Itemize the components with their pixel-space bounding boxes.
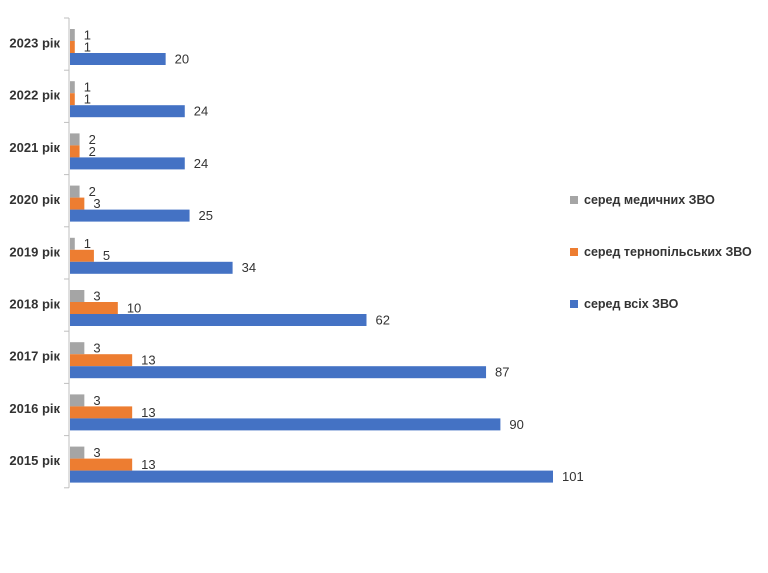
- bar-серед-тернопільських-ЗВО-2016-рік: [70, 406, 133, 419]
- data-label-серед-всіх-ЗВО-2015-рік: 101: [562, 469, 584, 484]
- data-label-серед-тернопільських-ЗВО-2022-рік: 1: [84, 92, 91, 107]
- bar-серед-всіх-ЗВО-2022-рік: [70, 105, 185, 118]
- bar-серед-тернопільських-ЗВО-2015-рік: [70, 458, 133, 471]
- bar-серед-всіх-ЗВО-2019-рік: [70, 261, 233, 274]
- bar-серед-тернопільських-ЗВО-2019-рік: [70, 249, 94, 262]
- data-label-серед-медичних-ЗВО-2020-рік: 2: [89, 184, 96, 199]
- data-label-серед-всіх-ЗВО-2020-рік: 25: [199, 208, 213, 223]
- data-label-серед-медичних-ЗВО-2021-рік: 2: [89, 132, 96, 147]
- data-label-серед-всіх-ЗВО-2018-рік: 62: [375, 312, 389, 327]
- data-label-серед-медичних-ЗВО-2022-рік: 1: [84, 80, 91, 95]
- data-label-серед-всіх-ЗВО-2019-рік: 34: [242, 260, 256, 275]
- data-label-серед-тернопільських-ЗВО-2021-рік: 2: [89, 144, 96, 159]
- category-label-2022-рік: 2022 рік: [9, 88, 60, 103]
- bar-серед-всіх-ЗВО-2015-рік: [70, 470, 553, 483]
- bar-серед-медичних-ЗВО-2021-рік: [70, 133, 80, 146]
- legend-swatch-medical: [570, 196, 578, 204]
- bar-серед-медичних-ЗВО-2017-рік: [70, 342, 85, 355]
- bars: [70, 29, 553, 483]
- bar-серед-тернопільських-ЗВО-2018-рік: [70, 302, 118, 314]
- data-label-серед-медичних-ЗВО-2016-рік: 3: [93, 393, 100, 408]
- bar-серед-тернопільських-ЗВО-2021-рік: [70, 145, 80, 158]
- legend-swatch-all: [570, 300, 578, 308]
- data-label-серед-медичних-ЗВО-2023-рік: 1: [84, 27, 91, 42]
- category-label-2020-рік: 2020 рік: [9, 192, 60, 207]
- bar-серед-тернопільських-ЗВО-2022-рік: [70, 93, 75, 106]
- category-label-2015-рік: 2015 рік: [9, 453, 60, 468]
- category-label-2019-рік: 2019 рік: [9, 244, 60, 259]
- legend: серед медичних ЗВО серед тернопільських …: [570, 190, 752, 346]
- legend-label-all: серед всіх ЗВО: [584, 297, 679, 311]
- legend-swatch-ternopil: [570, 248, 578, 256]
- category-label-2021-рік: 2021 рік: [9, 140, 60, 155]
- bar-серед-медичних-ЗВО-2023-рік: [70, 29, 75, 41]
- data-label-серед-тернопільських-ЗВО-2016-рік: 13: [141, 405, 155, 420]
- data-label-серед-тернопільських-ЗВО-2015-рік: 13: [141, 457, 155, 472]
- category-label-2017-рік: 2017 рік: [9, 349, 60, 364]
- bar-серед-всіх-ЗВО-2017-рік: [70, 366, 487, 379]
- bar-серед-всіх-ЗВО-2020-рік: [70, 209, 190, 222]
- category-label-2018-рік: 2018 рік: [9, 297, 60, 312]
- bar-серед-медичних-ЗВО-2020-рік: [70, 185, 80, 198]
- bar-серед-всіх-ЗВО-2021-рік: [70, 157, 185, 170]
- category-axis: [64, 17, 70, 489]
- data-label-серед-медичних-ЗВО-2015-рік: 3: [93, 445, 100, 460]
- data-label-серед-медичних-ЗВО-2017-рік: 3: [93, 341, 100, 356]
- legend-label-ternopil: серед тернопільських ЗВО: [584, 245, 752, 259]
- data-label-серед-тернопільських-ЗВО-2017-рік: 13: [141, 353, 155, 368]
- data-label-серед-всіх-ЗВО-2022-рік: 24: [194, 104, 208, 119]
- bar-серед-тернопільських-ЗВО-2017-рік: [70, 354, 133, 367]
- legend-item-ternopil: серед тернопільських ЗВО: [570, 242, 752, 262]
- data-label-серед-всіх-ЗВО-2017-рік: 87: [495, 365, 509, 380]
- data-label-серед-всіх-ЗВО-2023-рік: 20: [175, 51, 189, 66]
- data-label-серед-медичних-ЗВО-2018-рік: 3: [93, 288, 100, 303]
- bar-серед-тернопільських-ЗВО-2023-рік: [70, 41, 75, 53]
- bar-серед-медичних-ЗВО-2018-рік: [70, 290, 85, 302]
- bar-серед-всіх-ЗВО-2016-рік: [70, 418, 501, 431]
- category-label-2023-рік: 2023 рік: [9, 36, 60, 51]
- data-label-серед-тернопільських-ЗВО-2023-рік: 1: [84, 39, 91, 54]
- legend-label-medical: серед медичних ЗВО: [584, 193, 715, 207]
- bar-серед-тернопільських-ЗВО-2020-рік: [70, 197, 85, 210]
- data-label-серед-тернопільських-ЗВО-2020-рік: 3: [93, 196, 100, 211]
- data-label-серед-тернопільських-ЗВО-2019-рік: 5: [103, 248, 110, 263]
- data-label-серед-всіх-ЗВО-2021-рік: 24: [194, 156, 208, 171]
- legend-item-medical: серед медичних ЗВО: [570, 190, 752, 210]
- data-label-серед-всіх-ЗВО-2016-рік: 90: [509, 417, 523, 432]
- category-label-2016-рік: 2016 рік: [9, 401, 60, 416]
- legend-item-all: серед всіх ЗВО: [570, 294, 752, 314]
- data-label-серед-тернопільських-ЗВО-2018-рік: 10: [127, 300, 141, 315]
- bar-серед-медичних-ЗВО-2019-рік: [70, 237, 75, 250]
- bar-серед-медичних-ЗВО-2016-рік: [70, 394, 85, 407]
- bar-серед-медичних-ЗВО-2015-рік: [70, 446, 85, 459]
- bar-серед-всіх-ЗВО-2023-рік: [70, 53, 166, 65]
- data-label-серед-медичних-ЗВО-2019-рік: 1: [84, 236, 91, 251]
- bar-серед-всіх-ЗВО-2018-рік: [70, 314, 367, 326]
- bar-серед-медичних-ЗВО-2022-рік: [70, 81, 75, 94]
